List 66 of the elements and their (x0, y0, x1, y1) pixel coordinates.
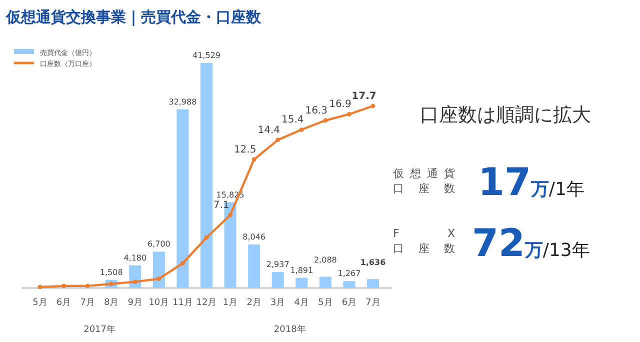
bar (176, 109, 189, 288)
point (323, 118, 328, 123)
data-label: 12.5 (234, 144, 256, 156)
x-tick-label: 3月 (270, 298, 286, 308)
x-tick-label: 2月 (246, 298, 262, 308)
bar (319, 276, 332, 288)
data-label: 8,046 (242, 232, 266, 242)
text: 口座数は順調に拡大 (420, 104, 591, 126)
point (204, 235, 209, 240)
text: 2017年 (84, 324, 116, 335)
x-tick-label: 4月 (294, 298, 310, 308)
point (370, 104, 376, 108)
data-label: 4,180 (124, 253, 147, 262)
bar (296, 278, 308, 288)
point (38, 284, 42, 290)
bar (152, 252, 165, 288)
point (347, 112, 352, 116)
bar (343, 281, 356, 288)
text: 2018年 (274, 324, 306, 335)
x-tick-label: 6月 (342, 298, 357, 308)
point (299, 127, 304, 132)
text: 口座数 (393, 182, 455, 195)
data-label: 2,937 (266, 260, 290, 270)
data-label: 32,988 (168, 97, 197, 106)
data-label: 14.4 (258, 124, 280, 136)
chart-title: 仮想通貨交換事業｜売買代金・口座数 (5, 8, 262, 27)
text: 72万/13年 (472, 221, 590, 265)
text: 17万/1年 (478, 160, 584, 204)
data-label: 1,508 (100, 268, 123, 277)
point (62, 284, 66, 288)
text: 仮想通貨 (393, 167, 455, 180)
x-tick-label: 9月 (128, 298, 143, 308)
point (132, 280, 138, 284)
data-label: 6,700 (147, 240, 170, 249)
x-tick-label: 7月 (366, 298, 380, 308)
data-label: 1,891 (290, 266, 314, 275)
data-label: 2,088 (314, 256, 337, 265)
data-label: 15.4 (282, 114, 304, 126)
point (85, 284, 90, 288)
text: 口座数 (393, 242, 455, 255)
data-label: 1,636 (360, 258, 386, 268)
bar (272, 272, 284, 288)
point (156, 276, 162, 281)
x-tick-label: 8月 (104, 298, 119, 308)
x-tick-label: 6月 (56, 298, 72, 308)
text: FX (393, 227, 456, 240)
point (276, 138, 280, 142)
data-label: 1,267 (338, 269, 361, 278)
point (228, 212, 232, 218)
data-label: 41,529 (192, 51, 220, 60)
bar (367, 279, 379, 288)
data-label: 16.3 (305, 105, 328, 116)
data-label: 16.9 (329, 99, 352, 110)
point (180, 261, 185, 266)
x-tick-label: 11月 (172, 298, 193, 308)
x-tick-label: 12月 (196, 298, 217, 308)
x-tick-label: 10月 (148, 298, 170, 308)
x-tick-label: 5月 (32, 298, 48, 308)
x-tick-label: 5月 (318, 298, 333, 308)
bar (200, 63, 212, 288)
x-tick-label: 1月 (222, 298, 238, 308)
point (252, 157, 256, 162)
x-tick-label: 7月 (80, 298, 95, 308)
data-label: 17.7 (352, 91, 376, 102)
data-label: 7.1 (213, 200, 230, 211)
bar (248, 244, 260, 288)
